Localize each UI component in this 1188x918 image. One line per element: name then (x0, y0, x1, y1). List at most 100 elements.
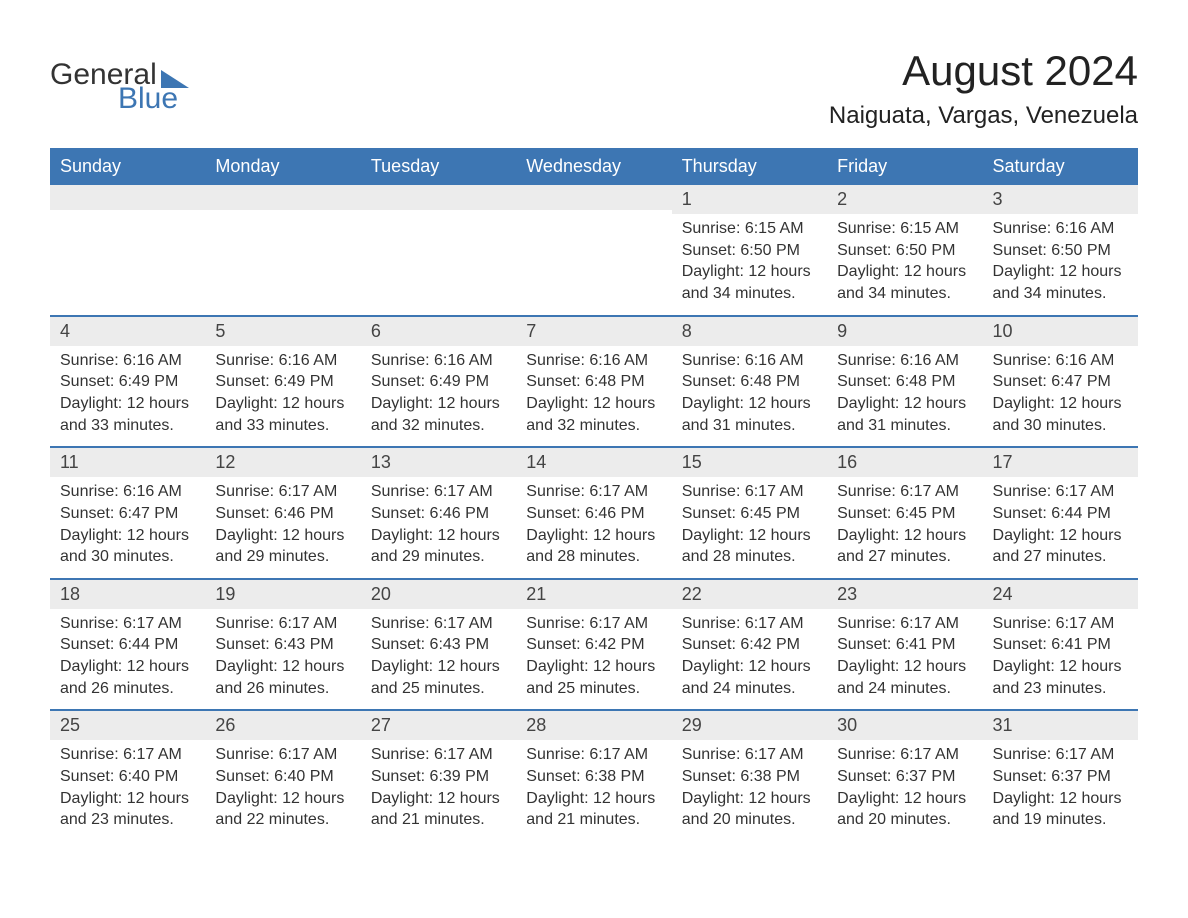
calendar-day: 26Sunrise: 6:17 AMSunset: 6:40 PMDayligh… (205, 710, 360, 841)
day-number: 2 (827, 185, 982, 214)
day-header: Sunday (50, 149, 205, 184)
day-content: Sunrise: 6:16 AMSunset: 6:49 PMDaylight:… (361, 346, 516, 446)
daylight-line: Daylight: 12 hours and 24 minutes. (837, 656, 972, 699)
empty-daynum (516, 185, 671, 210)
calendar-day: 6Sunrise: 6:16 AMSunset: 6:49 PMDaylight… (361, 316, 516, 448)
daylight-line: Daylight: 12 hours and 31 minutes. (682, 393, 817, 436)
day-number: 5 (205, 317, 360, 346)
day-number: 30 (827, 711, 982, 740)
day-content: Sunrise: 6:17 AMSunset: 6:45 PMDaylight:… (672, 477, 827, 577)
calendar-week: 18Sunrise: 6:17 AMSunset: 6:44 PMDayligh… (50, 579, 1138, 711)
calendar-day: 17Sunrise: 6:17 AMSunset: 6:44 PMDayligh… (983, 447, 1138, 579)
day-number: 29 (672, 711, 827, 740)
day-content: Sunrise: 6:16 AMSunset: 6:49 PMDaylight:… (205, 346, 360, 446)
sunrise-line: Sunrise: 6:17 AM (215, 613, 350, 635)
day-header: Saturday (983, 149, 1138, 184)
day-number: 13 (361, 448, 516, 477)
calendar-day: 21Sunrise: 6:17 AMSunset: 6:42 PMDayligh… (516, 579, 671, 711)
daylight-line: Daylight: 12 hours and 21 minutes. (371, 788, 506, 831)
calendar-day: 29Sunrise: 6:17 AMSunset: 6:38 PMDayligh… (672, 710, 827, 841)
day-number: 11 (50, 448, 205, 477)
daylight-line: Daylight: 12 hours and 25 minutes. (371, 656, 506, 699)
sunrise-line: Sunrise: 6:17 AM (526, 481, 661, 503)
sunset-line: Sunset: 6:46 PM (371, 503, 506, 525)
day-content: Sunrise: 6:16 AMSunset: 6:47 PMDaylight:… (983, 346, 1138, 446)
sunrise-line: Sunrise: 6:17 AM (60, 744, 195, 766)
daylight-line: Daylight: 12 hours and 28 minutes. (526, 525, 661, 568)
calendar-day: 20Sunrise: 6:17 AMSunset: 6:43 PMDayligh… (361, 579, 516, 711)
sunrise-line: Sunrise: 6:17 AM (215, 744, 350, 766)
calendar-day: 15Sunrise: 6:17 AMSunset: 6:45 PMDayligh… (672, 447, 827, 579)
day-number: 16 (827, 448, 982, 477)
empty-daynum (50, 185, 205, 210)
calendar-day: 7Sunrise: 6:16 AMSunset: 6:48 PMDaylight… (516, 316, 671, 448)
calendar-day: 10Sunrise: 6:16 AMSunset: 6:47 PMDayligh… (983, 316, 1138, 448)
day-number: 1 (672, 185, 827, 214)
calendar-day-empty (361, 184, 516, 316)
day-content: Sunrise: 6:17 AMSunset: 6:38 PMDaylight:… (516, 740, 671, 840)
sunset-line: Sunset: 6:47 PM (993, 371, 1128, 393)
sunset-line: Sunset: 6:42 PM (526, 634, 661, 656)
sunrise-line: Sunrise: 6:17 AM (526, 613, 661, 635)
sunrise-line: Sunrise: 6:17 AM (993, 744, 1128, 766)
sunset-line: Sunset: 6:48 PM (682, 371, 817, 393)
daylight-line: Daylight: 12 hours and 33 minutes. (215, 393, 350, 436)
sunset-line: Sunset: 6:41 PM (837, 634, 972, 656)
day-number: 27 (361, 711, 516, 740)
calendar-header-row: SundayMondayTuesdayWednesdayThursdayFrid… (50, 149, 1138, 184)
day-content: Sunrise: 6:17 AMSunset: 6:45 PMDaylight:… (827, 477, 982, 577)
daylight-line: Daylight: 12 hours and 27 minutes. (837, 525, 972, 568)
calendar-day: 3Sunrise: 6:16 AMSunset: 6:50 PMDaylight… (983, 184, 1138, 316)
day-content: Sunrise: 6:15 AMSunset: 6:50 PMDaylight:… (672, 214, 827, 314)
sunrise-line: Sunrise: 6:17 AM (371, 613, 506, 635)
day-number: 28 (516, 711, 671, 740)
day-content: Sunrise: 6:16 AMSunset: 6:48 PMDaylight:… (672, 346, 827, 446)
day-header: Wednesday (516, 149, 671, 184)
sunset-line: Sunset: 6:48 PM (837, 371, 972, 393)
sunrise-line: Sunrise: 6:17 AM (682, 613, 817, 635)
sunrise-line: Sunrise: 6:16 AM (60, 350, 195, 372)
calendar-day: 12Sunrise: 6:17 AMSunset: 6:46 PMDayligh… (205, 447, 360, 579)
sunset-line: Sunset: 6:41 PM (993, 634, 1128, 656)
day-header: Friday (827, 149, 982, 184)
calendar-day: 14Sunrise: 6:17 AMSunset: 6:46 PMDayligh… (516, 447, 671, 579)
sunrise-line: Sunrise: 6:16 AM (682, 350, 817, 372)
sunrise-line: Sunrise: 6:17 AM (60, 613, 195, 635)
sunset-line: Sunset: 6:50 PM (682, 240, 817, 262)
daylight-line: Daylight: 12 hours and 23 minutes. (60, 788, 195, 831)
day-number: 22 (672, 580, 827, 609)
day-content: Sunrise: 6:17 AMSunset: 6:40 PMDaylight:… (50, 740, 205, 840)
sunrise-line: Sunrise: 6:16 AM (993, 350, 1128, 372)
title-block: August 2024 Naiguata, Vargas, Venezuela (829, 50, 1138, 130)
daylight-line: Daylight: 12 hours and 26 minutes. (60, 656, 195, 699)
sunset-line: Sunset: 6:45 PM (837, 503, 972, 525)
day-content: Sunrise: 6:16 AMSunset: 6:48 PMDaylight:… (827, 346, 982, 446)
day-content: Sunrise: 6:17 AMSunset: 6:42 PMDaylight:… (516, 609, 671, 709)
calendar-day: 4Sunrise: 6:16 AMSunset: 6:49 PMDaylight… (50, 316, 205, 448)
sunset-line: Sunset: 6:46 PM (526, 503, 661, 525)
calendar-day-empty (516, 184, 671, 316)
day-content: Sunrise: 6:17 AMSunset: 6:44 PMDaylight:… (983, 477, 1138, 577)
day-header: Monday (205, 149, 360, 184)
sunrise-line: Sunrise: 6:17 AM (837, 613, 972, 635)
day-content: Sunrise: 6:17 AMSunset: 6:40 PMDaylight:… (205, 740, 360, 840)
daylight-line: Daylight: 12 hours and 24 minutes. (682, 656, 817, 699)
sunset-line: Sunset: 6:50 PM (837, 240, 972, 262)
day-content: Sunrise: 6:15 AMSunset: 6:50 PMDaylight:… (827, 214, 982, 314)
calendar-week: 11Sunrise: 6:16 AMSunset: 6:47 PMDayligh… (50, 447, 1138, 579)
day-content: Sunrise: 6:17 AMSunset: 6:37 PMDaylight:… (983, 740, 1138, 840)
day-content: Sunrise: 6:16 AMSunset: 6:47 PMDaylight:… (50, 477, 205, 577)
logo-word-blue: Blue (118, 84, 189, 114)
day-content: Sunrise: 6:17 AMSunset: 6:46 PMDaylight:… (516, 477, 671, 577)
calendar-day: 28Sunrise: 6:17 AMSunset: 6:38 PMDayligh… (516, 710, 671, 841)
day-number: 17 (983, 448, 1138, 477)
calendar-day: 11Sunrise: 6:16 AMSunset: 6:47 PMDayligh… (50, 447, 205, 579)
calendar-week: 1Sunrise: 6:15 AMSunset: 6:50 PMDaylight… (50, 184, 1138, 316)
calendar-day: 5Sunrise: 6:16 AMSunset: 6:49 PMDaylight… (205, 316, 360, 448)
empty-daynum (205, 185, 360, 210)
day-number: 9 (827, 317, 982, 346)
day-number: 12 (205, 448, 360, 477)
day-number: 15 (672, 448, 827, 477)
sunset-line: Sunset: 6:42 PM (682, 634, 817, 656)
header: General Blue August 2024 Naiguata, Varga… (50, 50, 1138, 130)
